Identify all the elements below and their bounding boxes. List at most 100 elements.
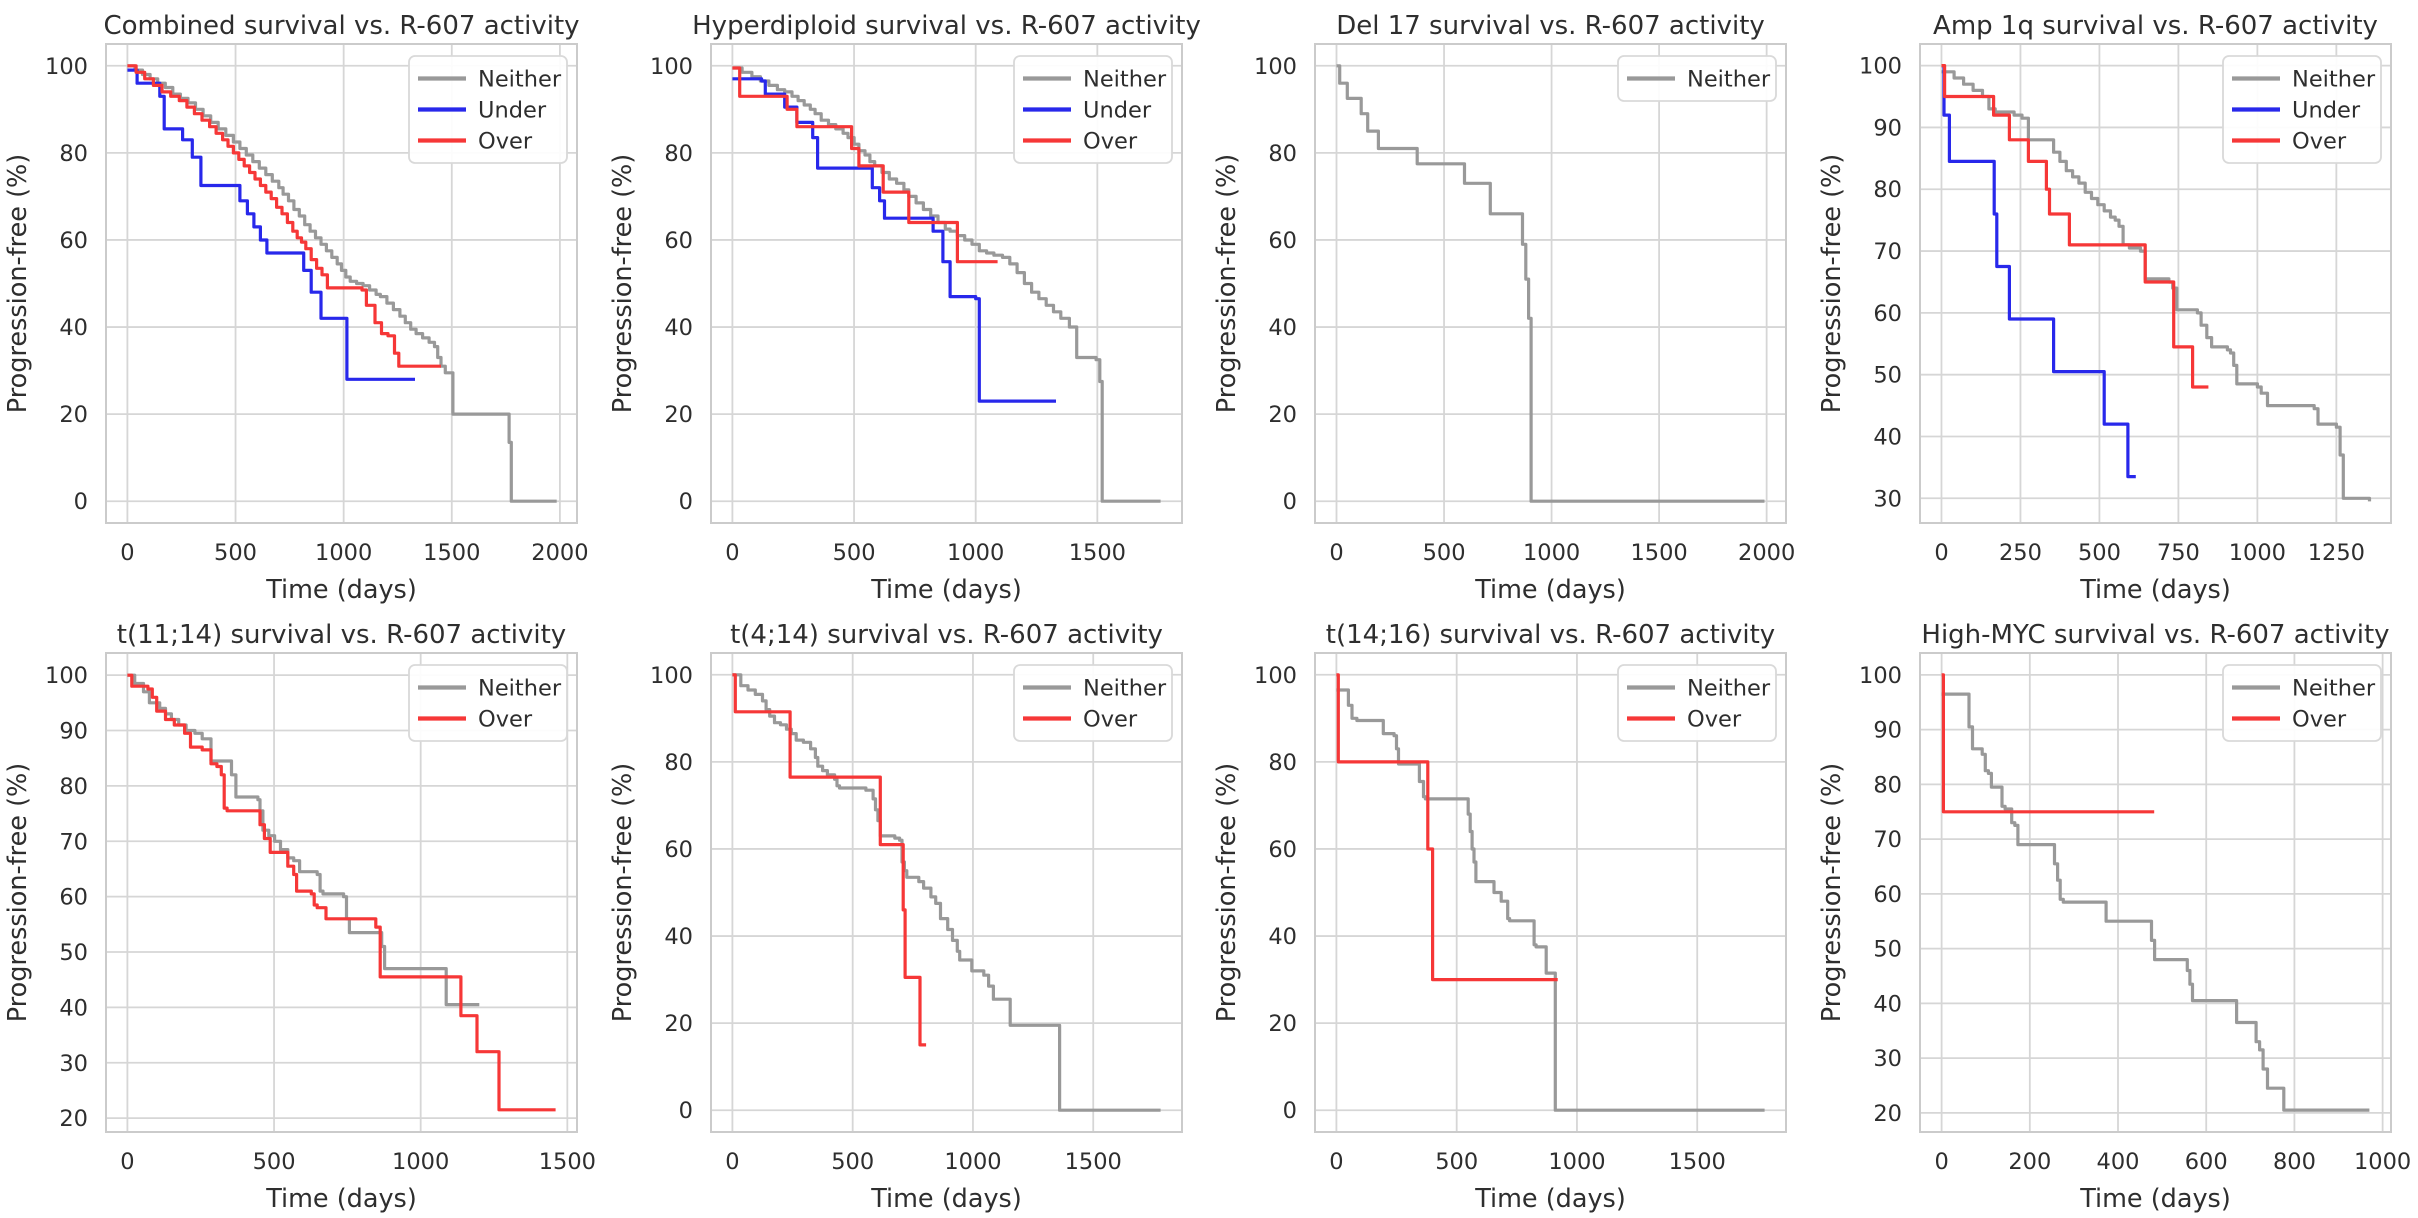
gridlines (1315, 653, 1786, 1132)
x-tick-label: 1000 (2353, 1149, 2410, 1175)
y-tick-label: 50 (59, 940, 88, 966)
y-tick-label: 80 (59, 141, 88, 167)
x-tick-label: 0 (1329, 1149, 1343, 1175)
axes-spines (1918, 43, 2392, 524)
y-tick-label: 40 (59, 315, 88, 341)
chart-svg-1: Hyperdiploid survival vs. R-607 activity… (608, 11, 1201, 605)
x-tick-label: 1500 (1669, 1149, 1726, 1175)
gridlines (1919, 44, 2391, 523)
chart-cell-3: Amp 1q survival vs. R-607 activity 0 250 50… (1814, 0, 2418, 609)
series-line-over (731, 66, 998, 264)
legend: Neither Under Over (2221, 55, 2382, 164)
legend: Neither Under Over (1012, 55, 1173, 164)
chart-svg-2: Del 17 survival vs. R-607 activity 0 500 10… (1212, 11, 1795, 605)
y-tick-label: 30 (1873, 486, 1902, 512)
legend-box (1012, 55, 1173, 164)
x-tick-label: 1000 (1548, 1149, 1605, 1175)
x-tick-label: 1000 (944, 1149, 1001, 1175)
x-tick-label: 500 (253, 1149, 296, 1175)
series-line-neither (127, 64, 557, 503)
y-tick-label: 80 (1873, 772, 1902, 798)
chart-title: Amp 1q survival vs. R-607 activity (1933, 11, 2378, 41)
legend-label-over: Over (478, 707, 533, 733)
x-tick-label: 250 (1998, 540, 2041, 566)
y-tick-label: 20 (1268, 402, 1297, 428)
legend: Neither (1617, 55, 1777, 102)
legend-box (1617, 664, 1777, 742)
y-tick-label: 0 (1283, 1098, 1297, 1124)
legend-label-over: Over (478, 129, 533, 155)
chart-title: Hyperdiploid survival vs. R-607 activity (692, 11, 1201, 41)
chart-cell-7: High-MYC survival vs. R-607 activity 0 200… (1814, 609, 2418, 1218)
y-tick-label: 40 (1873, 424, 1902, 450)
y-tick-label: 0 (678, 489, 692, 515)
x-axis-label: Time (days) (2079, 1184, 2231, 1214)
chart-svg-4: t(11;14) survival vs. R-607 activity 0 500… (3, 620, 596, 1214)
series-line-neither (731, 66, 1161, 503)
y-tick-label: 50 (1873, 937, 1902, 963)
y-axis-label: Progression-free (%) (608, 763, 638, 1022)
y-tick-label: 100 (1254, 54, 1297, 80)
y-tick-label: 100 (45, 663, 88, 689)
axes-spines (709, 43, 1183, 524)
y-tick-label: 40 (1873, 991, 1902, 1017)
x-tick-label: 500 (832, 540, 875, 566)
axes-spines (105, 652, 578, 1133)
series-line-over (127, 64, 441, 368)
y-tick-label: 100 (1254, 663, 1297, 689)
legend-label-neither: Neither (2292, 67, 2376, 93)
x-tick-label: 1250 (2307, 540, 2364, 566)
legend-label-over: Over (1687, 707, 1742, 733)
y-tick-label: 80 (664, 141, 693, 167)
chart-cell-4: t(11;14) survival vs. R-607 activity 0 500… (0, 609, 605, 1218)
chart-title: Combined survival vs. R-607 activity (103, 11, 579, 41)
y-axis-label: Progression-free (%) (1817, 154, 1847, 413)
y-tick-label: 80 (1268, 141, 1297, 167)
series-line-under (1941, 63, 2136, 479)
y-tick-label: 60 (59, 885, 88, 911)
chart-title: t(11;14) survival vs. R-607 activity (117, 620, 566, 650)
series-line-neither (1336, 64, 1765, 503)
x-tick-label: 2000 (531, 540, 588, 566)
y-tick-label: 60 (664, 228, 693, 254)
legend-box (408, 664, 568, 742)
y-tick-label: 80 (1873, 177, 1902, 203)
y-tick-label: 100 (45, 54, 88, 80)
y-axis-label: Progression-free (%) (608, 154, 638, 413)
x-tick-label: 2000 (1738, 540, 1795, 566)
y-tick-label: 90 (59, 719, 88, 745)
y-tick-label: 60 (59, 228, 88, 254)
chart-cell-0: Combined survival vs. R-607 activity 0 500… (0, 0, 605, 609)
legend-label-neither: Neither (1687, 67, 1771, 93)
axes-spines (105, 43, 578, 524)
x-tick-label: 1000 (392, 1149, 449, 1175)
legend-label-neither: Neither (478, 67, 562, 93)
y-tick-label: 30 (59, 1051, 88, 1077)
gridlines (1315, 44, 1786, 523)
y-tick-label: 60 (1268, 837, 1297, 863)
chart-title: t(14;16) survival vs. R-607 activity (1326, 620, 1775, 650)
x-tick-label: 1500 (539, 1149, 596, 1175)
x-tick-label: 600 (2184, 1149, 2227, 1175)
legend-box (2221, 55, 2382, 164)
x-tick-label: 0 (120, 540, 134, 566)
x-tick-label: 500 (1435, 1149, 1478, 1175)
y-axis-label: Progression-free (%) (3, 763, 33, 1022)
x-tick-label: 400 (2096, 1149, 2139, 1175)
y-tick-label: 20 (1268, 1011, 1297, 1037)
legend-box (1617, 55, 1777, 102)
x-axis-label: Time (days) (2079, 575, 2231, 605)
series-line-neither (1336, 688, 1765, 1112)
x-tick-label: 500 (214, 540, 257, 566)
legend-label-under: Under (2292, 98, 2361, 124)
legend-label-neither: Neither (1687, 676, 1771, 702)
chart-svg-6: t(14;16) survival vs. R-607 activity 0 500… (1212, 620, 1787, 1214)
legend-label-over: Over (2292, 129, 2347, 155)
y-tick-label: 100 (650, 54, 693, 80)
series-line-neither (1941, 692, 2369, 1112)
x-axis-label: Time (days) (265, 575, 417, 605)
y-tick-label: 40 (664, 315, 693, 341)
y-axis-label: Progression-free (%) (1212, 154, 1242, 413)
x-tick-label: 1000 (947, 540, 1004, 566)
legend-label-neither: Neither (2292, 676, 2376, 702)
